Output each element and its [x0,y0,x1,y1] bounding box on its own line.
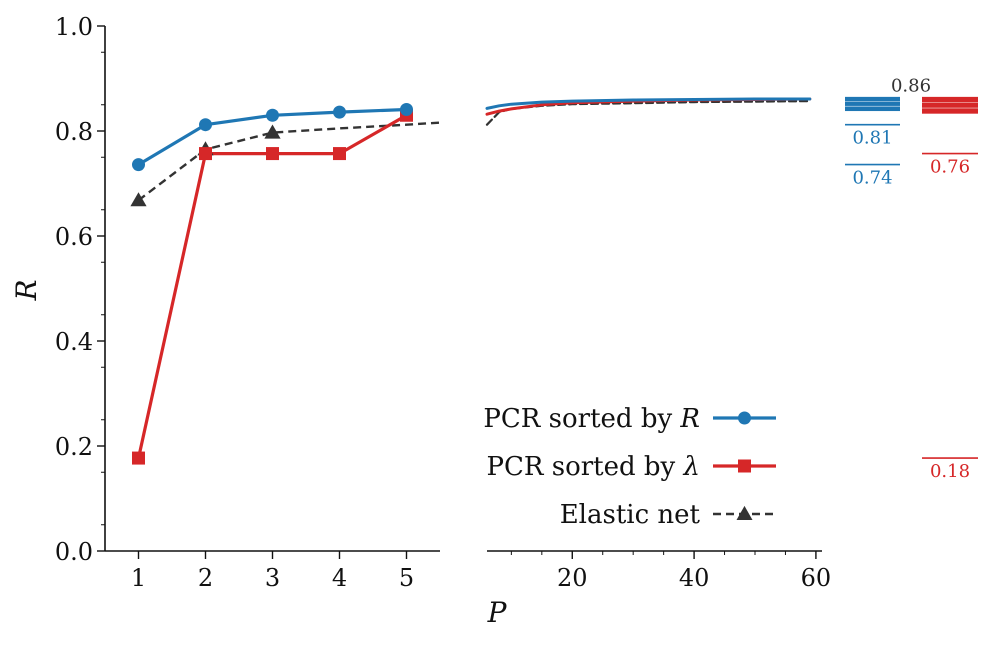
red-summary-label: 0.18 [930,461,970,482]
y-tick-label: 0.6 [55,223,93,251]
x-tick-label-right: 40 [679,564,710,592]
blue-summary-band [845,96,900,112]
y-tick-label: 0.2 [55,433,93,461]
axes-layer: 0.0 0.2 0.4 0.6 0.8 1.0 1 2 3 4 5 20 40 60 [55,13,831,592]
series-1-marker [132,451,145,465]
series-0-marker [199,118,212,132]
x-tick-label-left: 5 [399,564,414,592]
y-tick-label: 0.8 [55,118,93,146]
y-tick-label: 0.0 [55,538,93,566]
series-0-marker [333,105,346,119]
summary-columns: 0.81 0.74 0.76 0.18 0.86 [845,76,978,482]
x-axis-title: P [487,596,508,629]
series-1-marker [266,147,279,161]
series-1-line [136,113,408,459]
legend-entry-2: Elastic net [560,500,776,530]
x-tick-label-left: 1 [131,564,146,592]
blue-summary-label: 0.81 [852,128,892,149]
elastic-net-line [137,121,441,202]
red-summary-band [922,96,978,114]
top-summary-label: 0.86 [891,76,931,97]
legend-handle-marker-1 [738,459,751,473]
legend-label-symbol: λ [683,452,700,482]
legend-handle-marker-0 [738,411,751,425]
blue-summary-label: 0.74 [852,168,892,189]
series-markers [130,102,413,465]
y-axis-title: R [10,279,43,301]
x-tick-label-left: 4 [332,564,347,592]
legend-label-2: Elastic net [560,500,701,530]
y-tick-label: 1.0 [55,13,93,41]
legend-label-1: PCR sorted by λ [487,452,700,482]
legend-label-text: PCR sorted by [487,452,684,482]
x-tick-label-right: 60 [801,564,832,592]
legend-label-0: PCR sorted by R [483,404,700,434]
x-tick-label-left: 3 [265,564,280,592]
series-0-marker [266,108,279,122]
series-0-marker [400,102,413,116]
right-panel-curves [485,97,812,126]
legend-label-symbol: R [679,404,700,434]
series-2-marker [264,124,281,139]
series-0-marker [132,158,145,172]
x-tick-label-left: 2 [198,564,213,592]
legend-entry-0: PCR sorted by R [483,404,776,434]
legend-entry-1: PCR sorted by λ [487,452,776,482]
series-2-marker [130,192,147,207]
legend-handle-marker-2 [736,505,753,520]
left-panel-series-lines [136,107,441,459]
series-1-marker [199,147,212,161]
x-tick-label-right: 20 [557,564,588,592]
red-summary-label: 0.76 [930,157,970,178]
series-1-marker [333,147,346,161]
legend-label-text: PCR sorted by [483,404,680,434]
legend-label-text: Elastic net [560,500,701,530]
y-tick-label: 0.4 [55,328,93,356]
series-0-tail-curve [485,97,812,110]
